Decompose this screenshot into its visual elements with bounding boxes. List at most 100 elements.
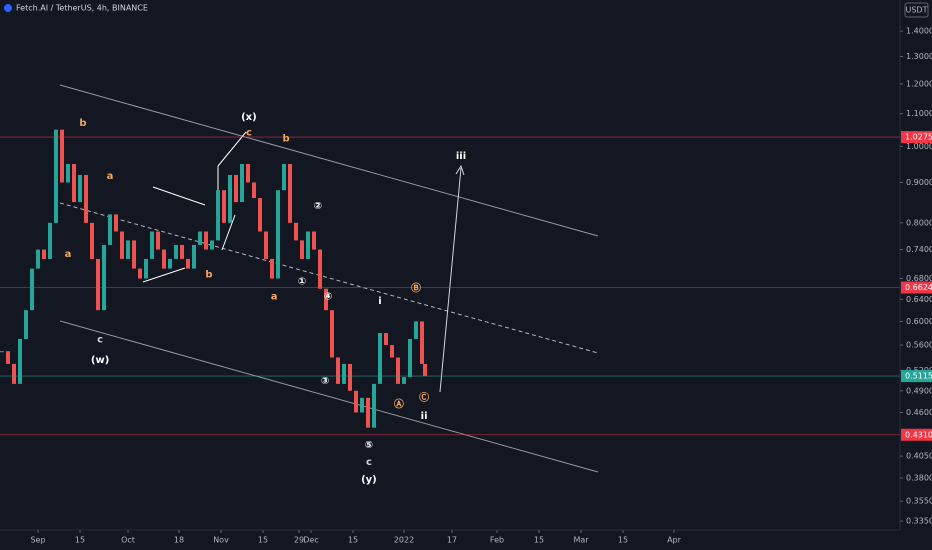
price-label-box (901, 281, 932, 294)
y-tick-label: 0.6400 (906, 295, 932, 304)
y-tick-label: 1.4000 (906, 27, 932, 36)
channel-upper (59, 84, 599, 237)
currency-label[interactable]: USDT (906, 6, 928, 15)
wave-label: c (97, 335, 103, 346)
wave-label: Ⓑ (411, 282, 421, 295)
candle (300, 240, 305, 259)
x-tick-label: Mar (573, 536, 589, 545)
candle (396, 357, 401, 384)
wave-label: b (283, 133, 290, 144)
candle (114, 214, 119, 232)
wave-label: ② (314, 201, 322, 212)
candle (390, 345, 395, 358)
candle (276, 190, 281, 279)
wave-line (217, 131, 247, 167)
candle (24, 310, 29, 339)
candle (126, 240, 131, 259)
y-tick-label: 0.7400 (906, 245, 932, 254)
candle (48, 222, 53, 259)
candle (78, 174, 83, 203)
wave-label: ③ (321, 376, 329, 387)
price-label: 1.0275 (905, 133, 932, 142)
x-tick-label: Sep (30, 536, 45, 545)
candle (180, 244, 185, 259)
candle (30, 268, 35, 311)
symbol-title: Fetch.AI / TetherUS, 4h, BINANCE (16, 4, 148, 13)
candle (246, 163, 251, 183)
candle (42, 249, 47, 259)
candle (420, 321, 425, 364)
wave-label: ii (421, 411, 428, 422)
x-tick-label: Oct (121, 536, 135, 545)
candle (312, 231, 317, 250)
price-label: 0.5115 (905, 372, 932, 381)
candle (108, 214, 113, 245)
candle (414, 321, 419, 339)
candle (90, 222, 95, 259)
candle (270, 258, 275, 279)
wave-label: a (65, 249, 72, 260)
candle (264, 231, 269, 259)
x-tick-label: 18 (174, 536, 184, 545)
candle (258, 198, 263, 232)
candle (318, 249, 323, 289)
channel-lower (59, 320, 599, 473)
y-tick-label: 0.6800 (906, 274, 932, 283)
candle (372, 383, 377, 428)
candle (144, 258, 149, 279)
candle (384, 333, 389, 346)
y-tick-label: 0.3550 (906, 497, 932, 506)
wave-label: c (366, 457, 372, 468)
x-tick-label: Feb (490, 536, 504, 545)
candle (210, 240, 215, 250)
candle (306, 231, 311, 259)
candle (36, 249, 41, 269)
x-tick-label: Apr (667, 536, 682, 545)
x-tick-label: 15 (534, 536, 544, 545)
y-tick-label: 0.4900 (906, 386, 932, 395)
y-tick-label: 0.3350 (906, 517, 932, 526)
symbol-logo (4, 4, 12, 12)
candle (198, 231, 203, 245)
candle (66, 163, 71, 183)
candle (54, 129, 59, 223)
y-tick-label: 0.4050 (906, 452, 932, 461)
candle (162, 249, 167, 269)
projection-arrow (439, 167, 462, 393)
candle (150, 231, 155, 259)
y-tick-label: 1.0000 (906, 142, 932, 151)
price-label-box (901, 370, 932, 383)
x-tick-label: 15 (348, 536, 358, 545)
x-tick-label: 15 (618, 536, 628, 545)
price-label-box (901, 131, 932, 144)
candle (252, 182, 257, 199)
candle (402, 377, 407, 384)
candle (222, 190, 227, 223)
y-tick-label: 0.9000 (906, 178, 932, 187)
wave-label: (y) (361, 475, 377, 486)
x-tick-label: 15 (258, 536, 268, 545)
wave-label: b (205, 270, 212, 281)
x-tick-label: Dec (303, 536, 318, 545)
candle (234, 174, 239, 203)
wave-label: Ⓐ (394, 397, 404, 410)
candle (324, 288, 329, 311)
arrow-head (455, 164, 465, 176)
wave-label: ① (298, 277, 306, 288)
candle (120, 231, 125, 259)
candle (228, 174, 233, 223)
y-tick-label: 1.1000 (906, 109, 932, 118)
candle (132, 240, 137, 269)
candle (138, 268, 143, 279)
currency-box[interactable] (904, 2, 929, 18)
y-tick-label: 1.2000 (906, 79, 932, 88)
wave-label: a (107, 171, 114, 182)
candle (336, 357, 341, 384)
candle (18, 338, 23, 384)
wave-label: (w) (91, 355, 109, 366)
candle (156, 231, 161, 250)
triangle-line (152, 186, 206, 206)
candle (192, 244, 197, 269)
candle (204, 231, 209, 250)
